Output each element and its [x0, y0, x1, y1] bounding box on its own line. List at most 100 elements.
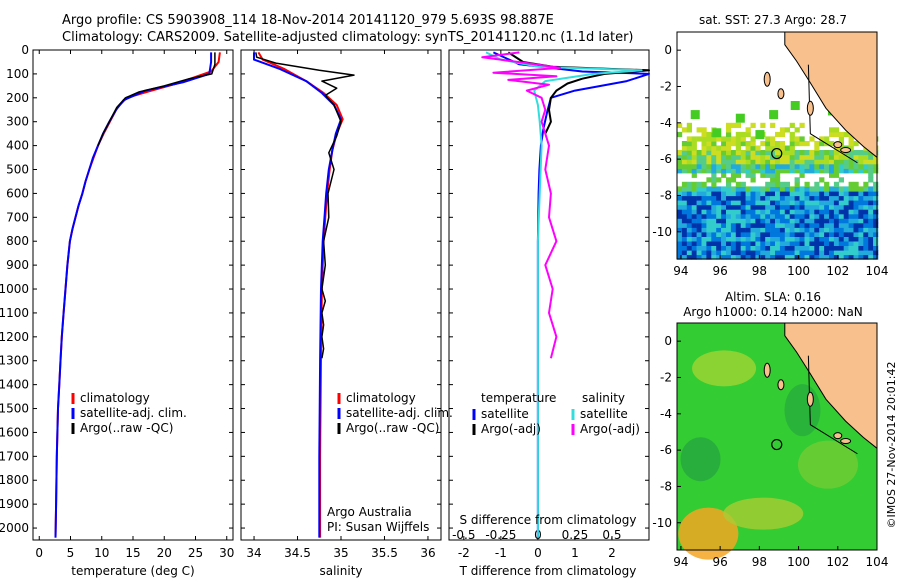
sst-cell [740, 150, 746, 156]
sst-cell [716, 200, 722, 206]
sst-cell [819, 168, 825, 174]
sst-cell [775, 236, 781, 242]
sst-cell [853, 190, 859, 197]
legend-label: Argo(-adj) [580, 422, 640, 436]
sst-cell [824, 168, 830, 174]
sst-cell [711, 177, 717, 183]
sst-cell [706, 190, 712, 197]
sst-cell [779, 231, 786, 237]
sst-cell [770, 236, 776, 242]
sst-cell [711, 231, 717, 237]
sst-cell [677, 122, 683, 128]
sst-cell [706, 254, 712, 260]
sst-cell [799, 218, 805, 224]
sst-cell [873, 240, 879, 246]
sst-cell [838, 222, 844, 228]
sst-cell [735, 213, 741, 219]
sst-cell [770, 145, 776, 151]
sst-cell [794, 154, 800, 160]
sst-cell [726, 186, 732, 192]
sst-cell [804, 204, 810, 210]
y-tick-label: 200 [6, 91, 29, 105]
sst-cell [784, 190, 790, 197]
sst-cell [740, 136, 746, 142]
sst-cell [824, 209, 830, 215]
sst-cell [799, 168, 805, 174]
sst-cell [868, 254, 874, 260]
sst-cell [843, 236, 849, 242]
sst-cell [853, 236, 859, 242]
sst-cell [716, 145, 722, 151]
sst-cell [804, 163, 810, 169]
sst-cell [833, 249, 840, 256]
sst-cell [848, 145, 854, 151]
map-y-tick-label: -2 [660, 370, 672, 384]
y-tick-label: 1500 [0, 402, 29, 416]
sst-cell [824, 154, 830, 160]
sst-cell [819, 150, 825, 156]
sst-cell [848, 168, 854, 174]
sst-cell [686, 222, 692, 228]
sst-cell [726, 213, 732, 219]
series-line-0 [257, 51, 344, 538]
sst-cell [711, 227, 717, 233]
sst-cell [750, 154, 756, 160]
sst-cell [873, 186, 879, 192]
sst-cell [858, 240, 864, 246]
sst-cell [848, 204, 854, 210]
island [840, 438, 852, 445]
sst-cell [691, 150, 697, 156]
sst-cell [716, 254, 722, 260]
y-tick-label: 1900 [0, 497, 29, 511]
sst-cell [853, 168, 859, 174]
sst-cell [804, 195, 810, 201]
sst-cell [858, 150, 864, 156]
sst-cell [740, 186, 746, 192]
y-tick-label: 2000 [0, 521, 29, 535]
sst-cell [819, 177, 825, 183]
sst-cell [726, 231, 732, 237]
sst-cell [789, 222, 795, 228]
sst-cell [701, 163, 707, 169]
map-x-tick-label: 100 [787, 555, 810, 569]
sst-cell [681, 154, 688, 160]
sst-cell [755, 218, 761, 224]
sst-cell [843, 231, 849, 237]
sst-cell [696, 231, 702, 237]
sst-cell [745, 141, 751, 147]
sst-cell [760, 227, 766, 233]
sst-cell [677, 222, 683, 228]
sst-cell [789, 245, 795, 251]
sst-cell [843, 209, 849, 215]
sst-cell [750, 168, 756, 174]
sst-cell [838, 254, 844, 260]
sst-cell [779, 181, 786, 187]
sst-cell [863, 231, 869, 237]
sst-cell [848, 159, 854, 165]
sst-cell [730, 159, 737, 165]
sst-cell [691, 190, 697, 197]
sst-cell [873, 195, 879, 201]
sst-cell [799, 213, 805, 219]
sla-map-title: Altim. SLA: 0.16 [725, 290, 821, 304]
map-y-tick-label: -8 [660, 188, 672, 202]
sst-cell [770, 122, 776, 128]
sst-cell [779, 249, 786, 256]
sst-cell [838, 236, 844, 242]
sst-cell [677, 154, 683, 160]
sst-cell [799, 122, 805, 128]
sst-cell [681, 213, 688, 219]
y-tick-label: 1700 [0, 449, 29, 463]
sst-cell [686, 200, 692, 206]
sst-cell [716, 168, 722, 174]
sst-cell [829, 236, 835, 242]
sst-cell [814, 163, 820, 169]
sst-cell [706, 213, 712, 219]
sst-cell [784, 127, 790, 133]
sst-cell [750, 159, 756, 165]
sst-cell [706, 141, 712, 147]
sst-cell [677, 150, 683, 156]
sst-cell [858, 186, 864, 192]
sst-cell [750, 195, 756, 201]
sst-cell [819, 186, 825, 192]
